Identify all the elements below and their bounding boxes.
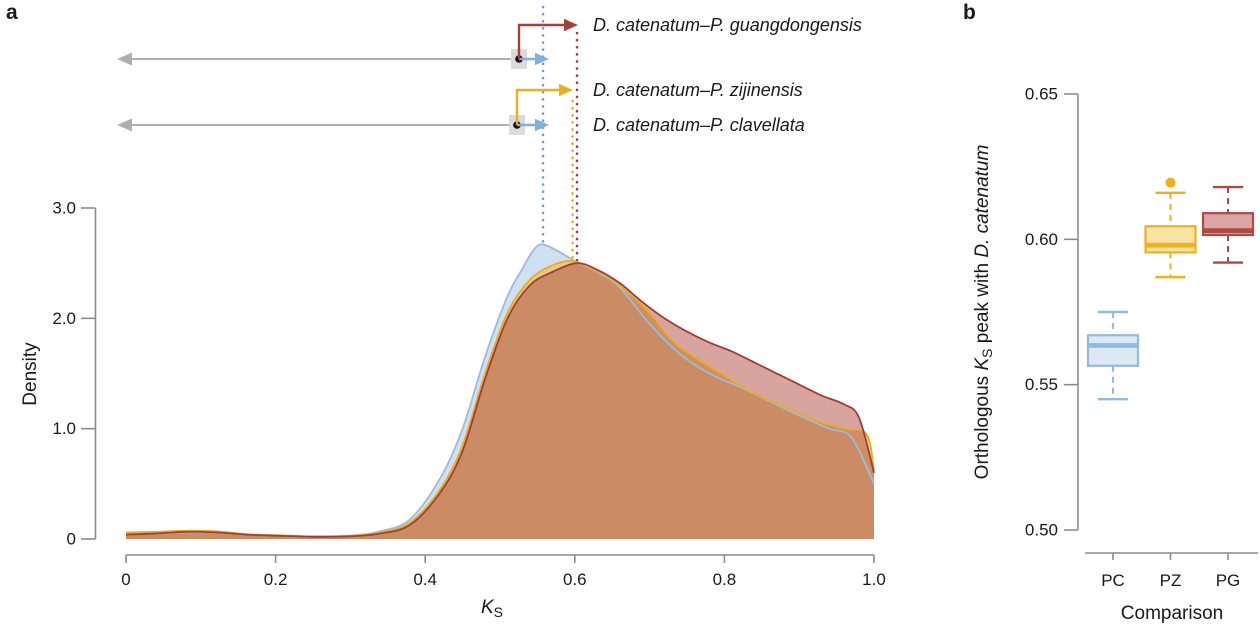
ylabel-mid: peak with bbox=[972, 258, 993, 349]
panel-a-annotations bbox=[117, 5, 579, 265]
a-y-tick-label: 1.0 bbox=[52, 419, 76, 438]
a-y-tick-label: 0 bbox=[67, 530, 76, 549]
density-line-2 bbox=[125, 262, 875, 538]
legend-zijinensis: D. catenatum–P. zijinensis bbox=[593, 80, 803, 100]
ks-subscript: S bbox=[494, 604, 503, 620]
panel-a-label: a bbox=[6, 1, 18, 24]
median-PG bbox=[1203, 228, 1253, 234]
ylabel-prefix: Orthologous bbox=[972, 371, 993, 480]
b-y-tick-label: 0.65 bbox=[1025, 85, 1058, 104]
b-y-tick-label: 0.55 bbox=[1025, 375, 1058, 394]
a-x-tick-label: 0.2 bbox=[264, 570, 288, 589]
panel-a-x-axis-title: KS bbox=[481, 597, 503, 620]
ylabel-species: D. catenatum bbox=[972, 145, 993, 258]
box-PZ bbox=[1144, 225, 1197, 254]
density-curves bbox=[125, 243, 875, 539]
a-x-tick-label: 0.8 bbox=[713, 570, 737, 589]
gray-arrowhead-left-bottom-icon bbox=[117, 118, 132, 132]
a-y-tick-label: 2.0 bbox=[52, 309, 76, 328]
median-PZ bbox=[1145, 242, 1196, 248]
panel-b-x-axis-title: Comparison bbox=[1121, 603, 1223, 624]
a-x-tick-label: 0.6 bbox=[563, 570, 587, 589]
panel-b-axes: 0.65 0.60 0.55 0.50 PC PZ PG bbox=[1025, 85, 1258, 590]
ylabel-k-subscript: S bbox=[979, 349, 995, 358]
median-PC bbox=[1088, 343, 1138, 348]
gray-arrowhead-left-top-icon bbox=[117, 52, 132, 66]
panel-b-label: b bbox=[963, 1, 976, 24]
b-category-label: PG bbox=[1216, 571, 1241, 590]
b-category-label: PC bbox=[1101, 571, 1125, 590]
panel-a-axes: 0 1.0 2.0 3.0 0 0.2 0.4 0.6 0.8 1.0 bbox=[52, 199, 885, 589]
yellow-elbow-arrow bbox=[515, 88, 560, 125]
density-area-2 bbox=[126, 263, 874, 539]
panel-a-y-axis-title: Density bbox=[20, 342, 41, 406]
legend-clavellata: D. catenatum–P. clavellata bbox=[593, 115, 805, 135]
outlier-PZ bbox=[1165, 177, 1176, 188]
blue-arrowhead-bottom-icon bbox=[535, 118, 549, 132]
panel-b-y-axis-title: Orthologous KS peak with D. catenatum bbox=[972, 145, 995, 480]
a-y-tick-label: 3.0 bbox=[52, 199, 76, 218]
ks-symbol: K bbox=[481, 597, 495, 618]
red-arrowhead-icon bbox=[564, 18, 578, 32]
a-x-tick-label: 0 bbox=[121, 570, 130, 589]
b-y-tick-label: 0.60 bbox=[1025, 230, 1058, 249]
a-x-tick-label: 1.0 bbox=[862, 570, 886, 589]
peak-marker-lines bbox=[541, 5, 579, 265]
red-elbow-arrow bbox=[517, 23, 565, 59]
box-PC bbox=[1086, 334, 1140, 367]
blue-arrowhead-top-icon bbox=[535, 52, 549, 66]
a-x-tick-label: 0.4 bbox=[413, 570, 437, 589]
yellow-arrowhead-icon bbox=[559, 83, 573, 97]
legend-guangdongensis: D. catenatum–P. guangdongensis bbox=[593, 15, 862, 35]
ylabel-k: K bbox=[972, 357, 993, 371]
b-category-label: PZ bbox=[1160, 571, 1182, 590]
b-y-tick-label: 0.50 bbox=[1025, 521, 1058, 540]
boxplots bbox=[1086, 177, 1255, 401]
